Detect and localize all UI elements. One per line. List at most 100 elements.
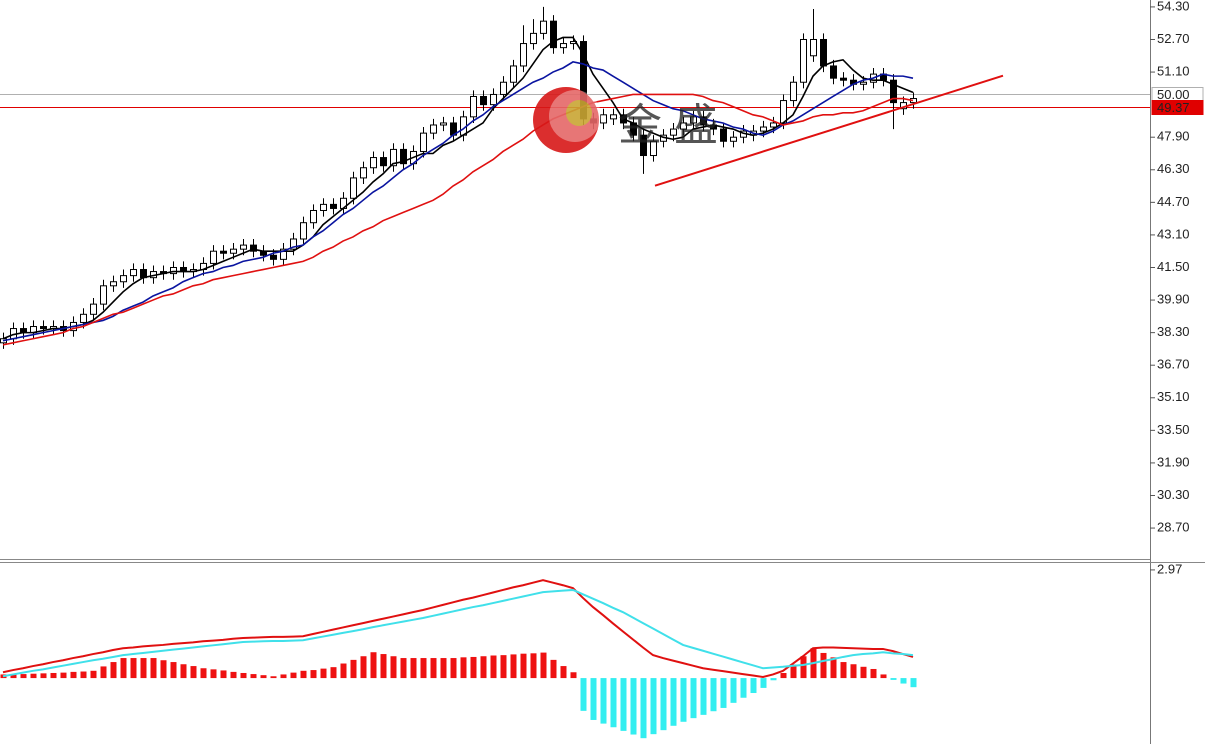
indicator-line (2, 93, 914, 346)
candle-body (290, 238, 297, 250)
candle-body (370, 157, 377, 169)
candle-body (600, 114, 607, 124)
histogram-bar (790, 664, 797, 679)
histogram-bar (740, 678, 747, 698)
candle-body (280, 248, 287, 260)
histogram-bar (690, 678, 697, 719)
candle-body (560, 43, 567, 49)
histogram-bar (390, 656, 397, 679)
candle-body (310, 209, 317, 224)
histogram-bar (330, 667, 337, 679)
histogram-bar (880, 674, 887, 679)
histogram-bar (560, 666, 567, 679)
candle-body (480, 95, 487, 106)
histogram-bar (80, 671, 87, 679)
histogram-bar (380, 654, 387, 679)
candle-body (210, 250, 217, 264)
candle-body (550, 20, 557, 49)
candle-body (230, 248, 237, 254)
histogram-bar (480, 656, 487, 679)
histogram-bar (580, 678, 587, 711)
histogram-bar (770, 678, 777, 681)
candle-body (270, 254, 277, 260)
y-tick-label: 52.70 (1157, 31, 1190, 46)
histogram-bar (670, 678, 677, 726)
candle-body (730, 136, 737, 142)
histogram-bar (20, 674, 27, 679)
y-tick-label: 31.90 (1157, 454, 1190, 469)
indicator-line (2, 36, 914, 340)
histogram-bar (630, 678, 637, 735)
y-tick-label: 33.50 (1157, 422, 1190, 437)
y-tick-label: 51.10 (1157, 64, 1190, 79)
histogram-bar (600, 678, 607, 724)
histogram-bar (800, 656, 807, 679)
candle-body (130, 269, 137, 277)
candle-body (770, 122, 777, 128)
histogram-bar (840, 662, 847, 679)
candle-body (640, 134, 647, 157)
histogram-bar (170, 662, 177, 679)
histogram-bar (510, 654, 517, 679)
candle-body (520, 43, 527, 67)
histogram-bar (60, 672, 67, 679)
y-tick-label: 28.70 (1157, 519, 1190, 534)
histogram-bar (900, 678, 907, 684)
histogram-bar (610, 678, 617, 728)
candle-body (800, 38, 807, 83)
histogram-bar (250, 674, 257, 679)
histogram-bar (120, 658, 127, 679)
histogram-bar (820, 652, 827, 679)
histogram-bar (570, 672, 577, 679)
candle-body (330, 203, 337, 209)
histogram-bar (70, 671, 77, 679)
indicator-line (2, 588, 914, 678)
y-tick-label: 44.70 (1157, 194, 1190, 209)
candle-body (90, 303, 97, 315)
histogram-bar (270, 676, 277, 679)
y-tick-label: 39.90 (1157, 291, 1190, 306)
indicator-line (2, 579, 914, 679)
histogram-bar (300, 670, 307, 679)
candle-body (40, 326, 47, 330)
histogram-bar (30, 673, 37, 679)
candle-body (890, 79, 897, 104)
candle-body (700, 116, 707, 126)
watermark: 金盛 (533, 87, 718, 153)
candle-body (470, 95, 477, 118)
candle-body (790, 81, 797, 102)
histogram-bar (660, 678, 667, 731)
histogram-bar (200, 668, 207, 679)
y-tick-label: 35.10 (1157, 389, 1190, 404)
histogram-bar (530, 653, 537, 679)
histogram-bar (730, 678, 737, 703)
histogram-bar (290, 672, 297, 679)
histogram-bar (180, 664, 187, 679)
histogram-bar (780, 672, 787, 679)
histogram-bar (260, 675, 267, 679)
histogram-bar (520, 653, 527, 679)
candle-body (380, 157, 387, 167)
histogram-bar (50, 672, 57, 679)
candle-body (120, 275, 127, 283)
candle-body (670, 128, 677, 136)
histogram-bar (470, 656, 477, 679)
histogram-bar (40, 673, 47, 679)
y-tick-label: 36.70 (1157, 357, 1190, 372)
histogram-bar (550, 659, 557, 679)
histogram-bar (360, 656, 367, 679)
candle-body (360, 167, 367, 179)
y-tick-label: 46.30 (1157, 161, 1190, 176)
candle-body (320, 203, 327, 211)
histogram-bar (320, 668, 327, 679)
histogram-bar (640, 678, 647, 739)
candle-body (810, 38, 817, 57)
candle-body (610, 114, 617, 120)
histogram-bar (230, 671, 237, 679)
candle-body (500, 81, 507, 95)
histogram-bar (540, 652, 547, 679)
histogram-bar (210, 669, 217, 679)
histogram-bar (160, 660, 167, 679)
price-label: 49.37 (1157, 100, 1190, 115)
y-tick-label: 47.90 (1157, 129, 1190, 144)
